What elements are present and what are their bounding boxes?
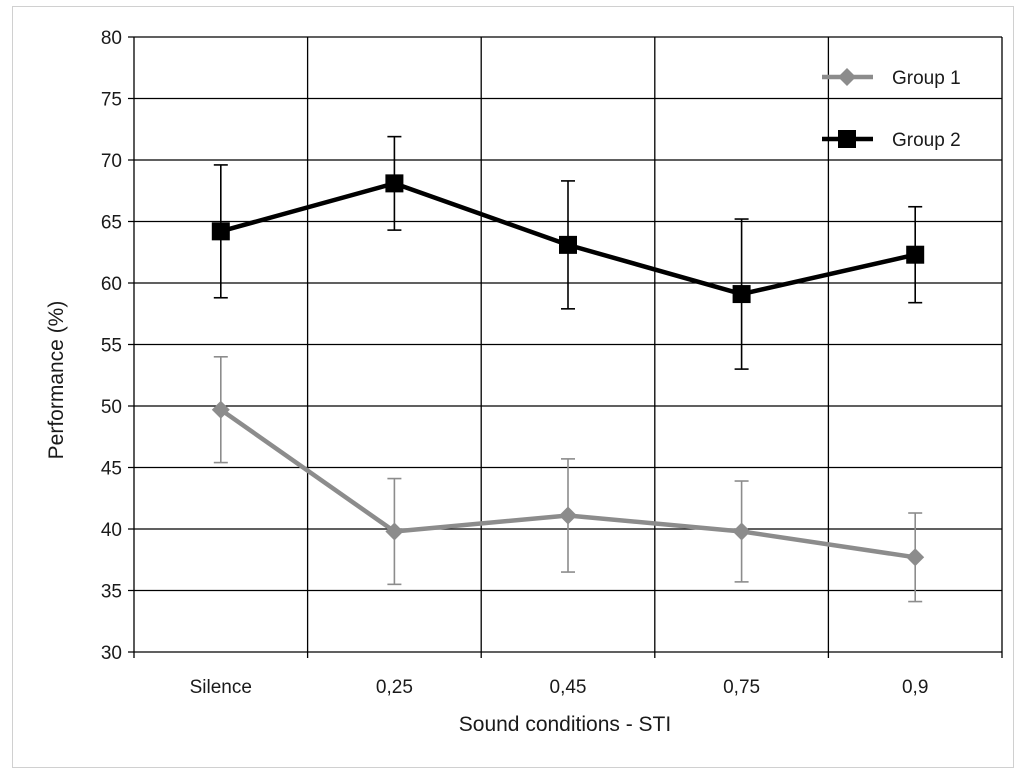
y-tick-label: 80 <box>101 28 122 49</box>
legend: Group 1 Group 2 <box>822 68 961 151</box>
series-layer <box>211 135 925 603</box>
legend-item: Group 2 <box>822 130 961 151</box>
legend-marker-diamond <box>838 68 856 86</box>
data-point-diamond <box>385 522 404 541</box>
y-tick-label: 50 <box>101 397 122 418</box>
legend-item: Group 1 <box>822 68 961 89</box>
series-2 <box>211 135 925 370</box>
y-tick-label: 40 <box>101 520 122 541</box>
y-tick-label: 70 <box>101 151 122 172</box>
x-tick-label: 0,9 <box>902 677 928 698</box>
y-axis-ticks: 30 35 40 45 50 55 60 65 70 75 80 <box>101 28 122 664</box>
x-tick-label: 0,45 <box>550 677 587 698</box>
y-tick-label: 60 <box>101 274 122 295</box>
data-point-diamond <box>906 548 925 567</box>
data-point-square <box>732 285 751 304</box>
series-1 <box>211 355 925 603</box>
grid <box>128 36 1003 658</box>
data-point-square <box>211 222 230 241</box>
data-point-square <box>906 245 925 264</box>
y-tick-label: 45 <box>101 459 122 480</box>
legend-label: Group 2 <box>892 130 961 151</box>
y-tick-label: 30 <box>101 643 122 664</box>
data-point-square <box>559 235 577 254</box>
x-axis-title: Sound conditions - STI <box>459 713 671 736</box>
y-tick-label: 75 <box>101 90 122 111</box>
y-tick-label: 55 <box>101 336 122 357</box>
x-axis-ticks: Silence 0,25 0,45 0,75 0,9 <box>190 677 929 698</box>
y-tick-label: 35 <box>101 582 122 603</box>
x-tick-label: 0,25 <box>376 677 413 698</box>
x-tick-label: 0,75 <box>723 677 760 698</box>
x-tick-label: Silence <box>190 677 252 698</box>
y-axis-title: Performance (%) <box>45 301 68 460</box>
legend-marker-square <box>838 130 856 148</box>
data-point-square <box>385 174 404 193</box>
y-tick-label: 65 <box>101 213 122 234</box>
data-point-diamond <box>732 522 751 541</box>
data-point-diamond <box>211 400 230 419</box>
data-point-diamond <box>559 506 577 525</box>
legend-label: Group 1 <box>892 68 961 89</box>
